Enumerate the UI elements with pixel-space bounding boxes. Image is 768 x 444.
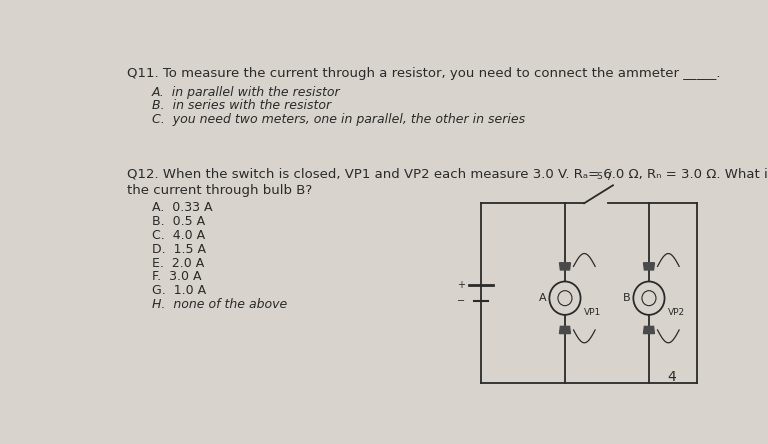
Text: Q12. When the switch is closed, VP1 and VP2 each measure 3.0 V. Rₐ= 6.0 Ω, Rₙ = : Q12. When the switch is closed, VP1 and … bbox=[127, 167, 768, 180]
Text: S: S bbox=[596, 172, 602, 182]
Text: +: + bbox=[458, 280, 465, 290]
Polygon shape bbox=[644, 263, 654, 270]
Text: A.  0.33 A: A. 0.33 A bbox=[152, 201, 212, 214]
Text: 4: 4 bbox=[667, 370, 676, 385]
Text: the current through bulb B?: the current through bulb B? bbox=[127, 184, 313, 197]
Text: −: − bbox=[457, 296, 465, 306]
Text: C.  you need two meters, one in parallel, the other in series: C. you need two meters, one in parallel,… bbox=[152, 113, 525, 127]
Text: Q11. To measure the current through a resistor, you need to connect the ammeter : Q11. To measure the current through a re… bbox=[127, 67, 720, 80]
Polygon shape bbox=[559, 263, 571, 270]
Text: B: B bbox=[623, 293, 631, 303]
Text: A: A bbox=[539, 293, 547, 303]
Text: E.  2.0 A: E. 2.0 A bbox=[152, 257, 204, 270]
Text: VP1: VP1 bbox=[584, 308, 601, 317]
Text: C.  4.0 A: C. 4.0 A bbox=[152, 229, 205, 242]
Text: VP2: VP2 bbox=[668, 308, 685, 317]
Text: /: / bbox=[608, 171, 612, 182]
Text: D.  1.5 A: D. 1.5 A bbox=[152, 243, 206, 256]
Text: H.  none of the above: H. none of the above bbox=[152, 298, 287, 311]
Text: B.  in series with the resistor: B. in series with the resistor bbox=[152, 99, 331, 112]
Text: B.  0.5 A: B. 0.5 A bbox=[152, 215, 205, 228]
Text: F.  3.0 A: F. 3.0 A bbox=[152, 270, 201, 283]
Text: A.  in parallel with the resistor: A. in parallel with the resistor bbox=[152, 86, 340, 99]
Text: G.  1.0 A: G. 1.0 A bbox=[152, 284, 206, 297]
Polygon shape bbox=[644, 326, 654, 333]
Polygon shape bbox=[559, 326, 571, 333]
